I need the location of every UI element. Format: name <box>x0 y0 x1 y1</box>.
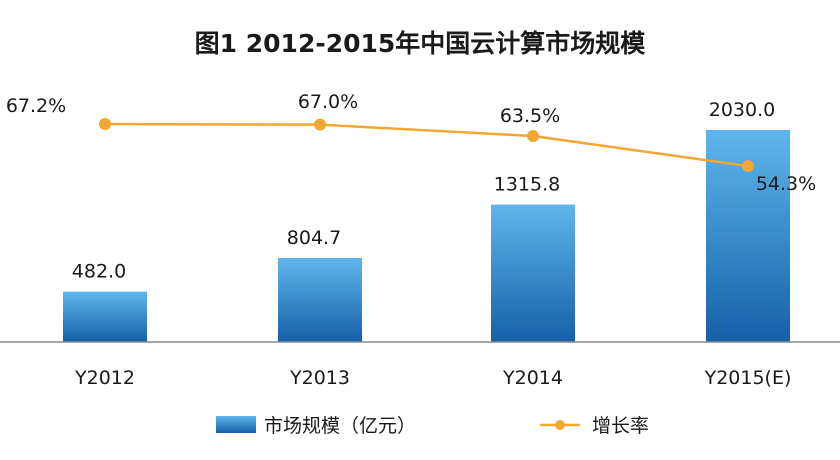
rate-value-label: 63.5% <box>500 105 560 127</box>
legend-bar-swatch <box>216 416 256 433</box>
legend-bar-label: 市场规模（亿元） <box>264 415 416 437</box>
category-labels: Y2012 Y2013 Y2014 Y2015(E) <box>74 367 791 389</box>
bar-value-label: 1315.8 <box>494 174 560 196</box>
category-label: Y2012 <box>74 367 135 389</box>
rate-point <box>314 118 326 131</box>
legend-line-marker <box>555 420 565 430</box>
bar-series: 482.0 804.7 1315.8 2030.0 <box>63 99 790 342</box>
rate-point <box>527 130 539 143</box>
rate-point <box>99 118 111 130</box>
category-label: Y2015(E) <box>704 367 792 389</box>
line-series: 67.2% 67.0% 63.5% 54.3% <box>6 91 816 195</box>
bar-value-label: 2030.0 <box>709 99 775 121</box>
legend: 市场规模（亿元） 增长率 <box>216 415 649 437</box>
rate-value-label: 54.3% <box>756 173 816 195</box>
bar-value-label: 804.7 <box>287 227 341 249</box>
legend-line-label: 增长率 <box>592 415 649 437</box>
bar-value-label: 482.0 <box>72 261 126 283</box>
rate-value-label: 67.2% <box>6 95 66 117</box>
rate-value-label: 67.0% <box>298 91 358 113</box>
rate-point <box>742 160 754 172</box>
rate-line <box>104 122 749 168</box>
category-label: Y2014 <box>502 367 563 389</box>
category-label: Y2013 <box>289 367 350 389</box>
bar <box>63 291 147 342</box>
bar <box>278 257 362 342</box>
chart-title: 图1 2012-2015年中国云计算市场规模 <box>195 29 647 58</box>
bar <box>491 204 575 342</box>
